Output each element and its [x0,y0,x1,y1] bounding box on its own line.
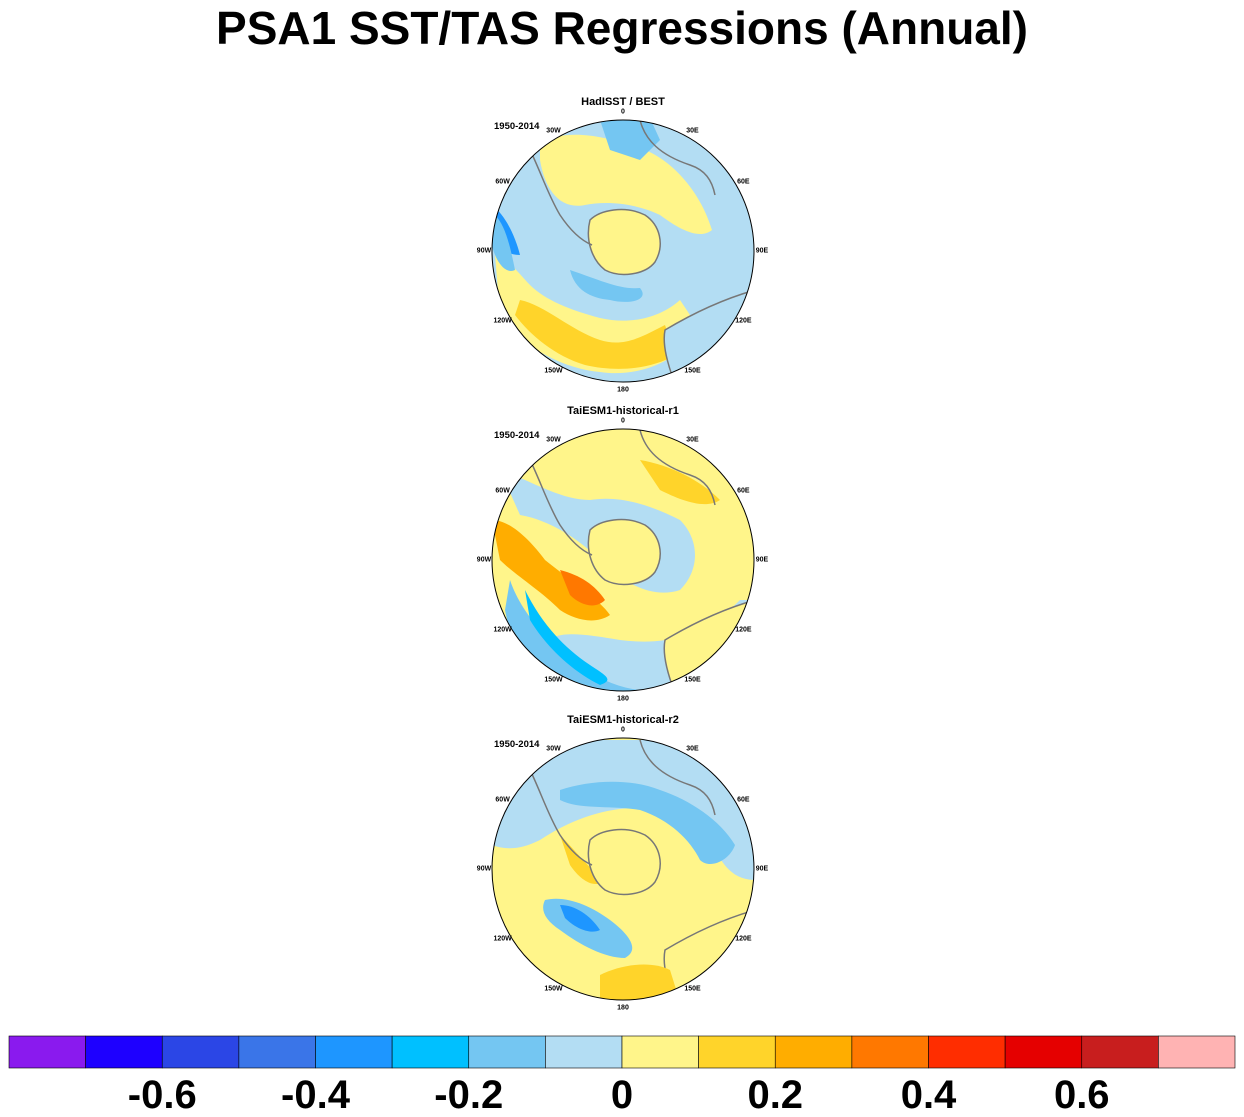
colorbar-box [698,1035,776,1069]
period-label-2: 1950-2014 [494,430,540,441]
colorbar-box [468,1035,546,1069]
lon-label: 0 [621,417,625,425]
lon-label: 120E [735,626,752,633]
lon-label: 60W [495,796,510,803]
panel-title-2: TaiESM1-historical-r1 [567,405,679,417]
colorbar-tick-label: -0.6 [127,1073,197,1117]
colorbar-box [85,1035,163,1069]
lon-label: 30E [686,436,699,444]
colorbar-box [391,1035,470,1069]
colorbar-tick-label: 0 [610,1073,634,1117]
lon-label: 180 [617,1004,629,1012]
colorbar-box [851,1035,929,1069]
anomaly-field [492,738,754,1000]
map-panel-r2 [491,737,755,1001]
lon-label: 150W [544,367,563,375]
colorbar-box [774,1035,853,1069]
lon-label: 120E [735,935,752,942]
colorbar-box [161,1035,240,1069]
colorbar-box [238,1035,316,1069]
lon-label: 120W [493,935,512,942]
anomaly-field [492,429,754,691]
period-label-3: 1950-2014 [494,739,540,750]
lon-label: 150E [684,367,701,375]
lon-label: 90W [476,247,492,255]
colorbar-tick-label: -0.2 [434,1073,504,1117]
colorbar-box [8,1035,86,1069]
anomaly-field [492,120,754,382]
lon-label: 30W [546,127,561,135]
lon-label: 150E [684,985,701,993]
lon-label: 150W [544,985,563,993]
colorbar-tick-label: 0.4 [900,1073,957,1117]
colorbar-box [1158,1035,1236,1069]
panel-title-1: HadISST / BEST [581,96,665,108]
figure-title: PSA1 SST/TAS Regressions (Annual) [216,2,1028,54]
lon-label: 60E [737,487,750,494]
map-panel-r1 [491,428,755,692]
lon-label: 150E [684,676,701,684]
lon-label: 90W [476,865,492,873]
map-panel-hadisst [491,119,755,383]
lon-label: 30E [686,127,699,135]
colorbar-box [1081,1035,1159,1069]
lon-label: 120W [493,317,512,324]
lon-label: 180 [617,386,629,394]
lon-label: 0 [621,726,625,734]
lon-label: 120E [735,317,752,324]
lon-label: 90W [476,556,492,564]
lon-label: 30W [546,745,561,753]
lon-label: 180 [617,695,629,703]
lon-label: 60E [737,178,750,185]
lon-label: 60E [737,796,750,803]
colorbar [8,1035,1236,1069]
lon-label: 60W [495,178,510,185]
lon-label: 60W [495,487,510,494]
lon-label: 90E [755,865,769,873]
lon-label: 120W [493,626,512,633]
lon-label: 150W [544,676,563,684]
lon-label: 30W [546,436,561,444]
colorbar-tick-label: -0.4 [281,1073,350,1117]
lon-label: 90E [755,247,769,255]
colorbar-box [1004,1035,1083,1069]
colorbar-box [621,1035,699,1069]
period-label-1: 1950-2014 [494,121,540,132]
lon-label: 90E [755,556,769,564]
lon-label: 30E [686,745,699,753]
colorbar-box [928,1035,1006,1069]
colorbar-box [545,1035,623,1069]
panel-title-3: TaiESM1-historical-r2 [567,714,679,726]
lon-label: 0 [621,108,625,116]
colorbar-box [315,1035,393,1069]
colorbar-tick-label: 0.6 [1053,1073,1110,1117]
colorbar-tick-label: 0.2 [747,1073,804,1117]
